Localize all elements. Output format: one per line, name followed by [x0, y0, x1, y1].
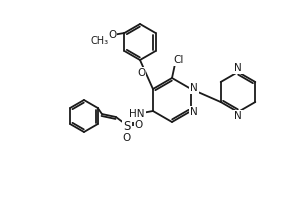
Text: O: O	[123, 133, 131, 143]
Text: S: S	[123, 119, 131, 132]
Text: N: N	[190, 107, 198, 117]
Text: HN: HN	[129, 109, 145, 119]
Text: O: O	[108, 30, 117, 40]
Text: CH₃: CH₃	[90, 36, 109, 46]
Text: N: N	[234, 111, 242, 121]
Text: O: O	[137, 68, 146, 77]
Text: N: N	[190, 83, 198, 93]
Text: N: N	[234, 63, 242, 73]
Text: O: O	[135, 120, 143, 130]
Text: Cl: Cl	[174, 55, 184, 65]
